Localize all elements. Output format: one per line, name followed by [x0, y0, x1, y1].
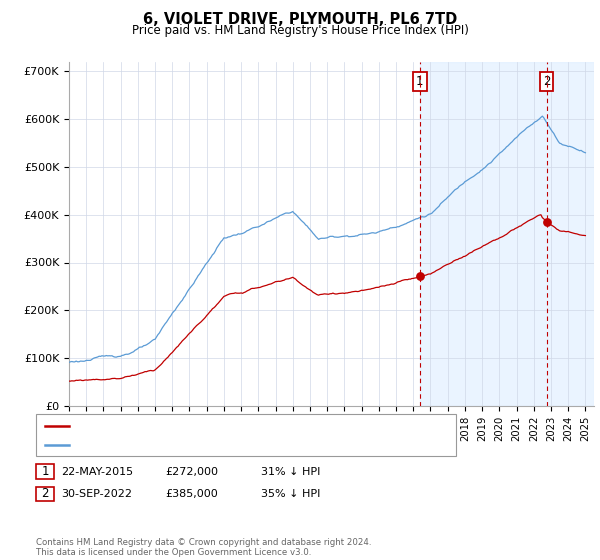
- Text: 31% ↓ HPI: 31% ↓ HPI: [261, 466, 320, 477]
- Point: [542, 217, 551, 226]
- Text: £272,000: £272,000: [165, 466, 218, 477]
- Point: [415, 272, 425, 281]
- Text: 1: 1: [416, 76, 424, 88]
- Bar: [420, 62, 594, 406]
- Text: HPI: Average price, detached house, South Hams: HPI: Average price, detached house, Sout…: [75, 440, 331, 450]
- Text: 6, VIOLET DRIVE, PLYMOUTH, PL6 7TD: 6, VIOLET DRIVE, PLYMOUTH, PL6 7TD: [143, 12, 457, 27]
- Text: Price paid vs. HM Land Registry's House Price Index (HPI): Price paid vs. HM Land Registry's House …: [131, 24, 469, 36]
- Text: 30-SEP-2022: 30-SEP-2022: [61, 489, 132, 499]
- Text: 1: 1: [41, 465, 49, 478]
- Text: 22-MAY-2015: 22-MAY-2015: [61, 466, 133, 477]
- Text: 35% ↓ HPI: 35% ↓ HPI: [261, 489, 320, 499]
- Text: £385,000: £385,000: [165, 489, 218, 499]
- Text: 2: 2: [41, 487, 49, 501]
- Text: Contains HM Land Registry data © Crown copyright and database right 2024.
This d: Contains HM Land Registry data © Crown c…: [36, 538, 371, 557]
- Text: 6, VIOLET DRIVE, PLYMOUTH, PL6 7TD (detached house): 6, VIOLET DRIVE, PLYMOUTH, PL6 7TD (deta…: [75, 421, 367, 431]
- Text: 2: 2: [543, 76, 550, 88]
